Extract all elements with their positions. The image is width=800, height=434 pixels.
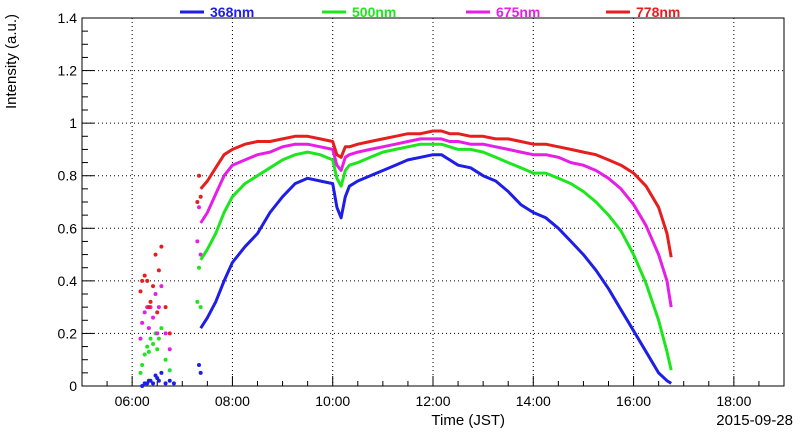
data-point-675nm [197, 205, 201, 210]
series-lines [199, 129, 673, 385]
data-point-368nm [197, 362, 201, 367]
data-point-500nm [197, 265, 201, 270]
data-point-675nm [153, 292, 158, 296]
y-tick-label: 0.6 [58, 220, 78, 236]
data-point-778nm [163, 305, 168, 310]
data-point-778nm [197, 173, 201, 178]
data-point-778nm [153, 252, 158, 257]
legend-label-500nm: 500nm [352, 4, 396, 20]
data-point-500nm [156, 336, 161, 341]
y-tick-label: 1 [69, 115, 77, 131]
x-axis-label: Time (JST) [431, 412, 505, 429]
data-point-778nm [167, 331, 172, 336]
data-point-778nm [195, 200, 200, 204]
series-line-368nm [199, 153, 673, 385]
data-point-778nm [159, 244, 164, 249]
data-point-368nm [156, 378, 161, 383]
data-point-500nm [145, 344, 150, 349]
y-tick-label: 0 [69, 378, 77, 394]
y-tick-label: 0.8 [58, 168, 78, 184]
x-tick-label: 10:00 [315, 393, 350, 409]
y-tick-label: 1.2 [58, 63, 78, 79]
data-point-778nm [148, 299, 153, 304]
data-point-368nm [159, 370, 164, 375]
x-tick-label: 06:00 [115, 393, 150, 409]
data-point-778nm [198, 194, 203, 199]
data-point-368nm [167, 378, 172, 383]
data-point-675nm [195, 239, 200, 244]
y-tick-label: 1.4 [58, 10, 78, 26]
data-point-675nm [151, 315, 156, 320]
series-line-675nm [199, 137, 673, 308]
data-point-778nm [138, 289, 143, 294]
data-point-778nm [142, 273, 147, 278]
series-line-778nm [199, 129, 673, 258]
y-tick-label: 0.4 [58, 273, 78, 289]
data-point-778nm [146, 305, 151, 310]
early-scatter-points [138, 173, 203, 388]
legend-label-675nm: 675nm [496, 4, 540, 20]
date-label: 2015-09-28 [716, 412, 793, 429]
data-point-778nm [156, 268, 161, 273]
data-point-778nm [151, 284, 156, 289]
data-point-500nm [140, 362, 145, 367]
data-point-675nm [156, 305, 161, 310]
data-point-368nm [198, 370, 203, 375]
y-tick-label: 0.2 [58, 325, 78, 341]
data-point-500nm [198, 305, 203, 310]
data-point-778nm [140, 278, 145, 283]
data-point-500nm [146, 349, 151, 354]
data-point-500nm [167, 368, 172, 373]
data-point-500nm [159, 326, 164, 331]
data-point-500nm [148, 336, 153, 341]
y-axis-label: Intensity (a.u.) [3, 14, 20, 109]
data-point-368nm [148, 378, 153, 383]
grid [82, 18, 784, 386]
data-point-675nm [138, 336, 143, 341]
data-point-675nm [146, 326, 151, 331]
data-point-368nm [163, 381, 168, 386]
data-point-675nm [155, 331, 160, 336]
x-tick-label: 12:00 [415, 393, 450, 409]
x-tick-label: 14:00 [516, 393, 551, 409]
axis-ticks: 06:00 08:00 10:00 12:00 14:00 16:00 18:00 0 0.2 0… [58, 10, 785, 409]
data-point-500nm [138, 370, 143, 375]
data-point-368nm [171, 381, 176, 386]
data-point-500nm [142, 352, 147, 357]
legend-label-368nm: 368nm [210, 4, 254, 20]
data-point-675nm [167, 347, 172, 352]
data-point-500nm [163, 357, 168, 362]
x-tick-label: 08:00 [215, 393, 250, 409]
data-point-500nm [151, 341, 156, 346]
data-point-675nm [140, 320, 145, 325]
data-point-368nm [140, 384, 145, 388]
x-tick-label: 18:00 [716, 393, 751, 409]
data-point-500nm [155, 347, 160, 352]
x-tick-label: 16:00 [616, 393, 651, 409]
data-point-675nm [159, 284, 164, 289]
legend-label-778nm: 778nm [636, 4, 680, 20]
legend: 368nm 500nm 675nm 778nm [180, 4, 680, 20]
data-point-778nm [155, 310, 160, 315]
data-point-675nm [142, 310, 147, 315]
data-point-500nm [195, 299, 200, 304]
data-point-675nm [163, 331, 168, 336]
data-point-778nm [145, 278, 150, 283]
data-point-368nm [151, 381, 156, 386]
series-line-500nm [199, 142, 673, 371]
